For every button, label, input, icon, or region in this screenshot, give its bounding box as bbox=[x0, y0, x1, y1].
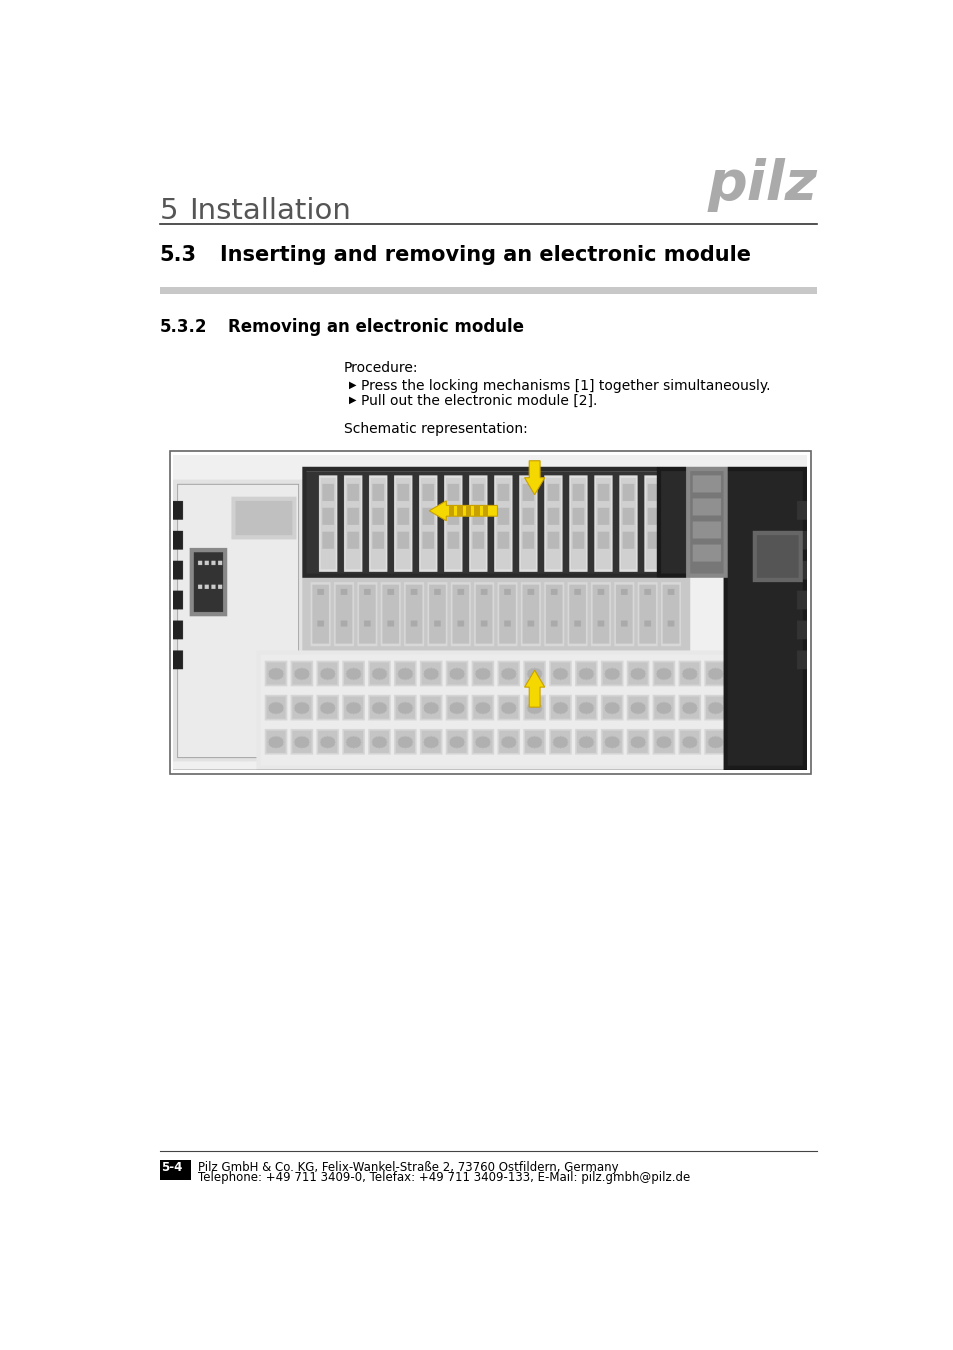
Bar bbox=[159, 1160, 191, 1180]
Bar bbox=[465, 505, 471, 516]
Bar bbox=[159, 286, 816, 294]
Text: Press the locking mechanisms [1] together simultaneously.: Press the locking mechanisms [1] togethe… bbox=[360, 379, 770, 393]
Text: Pilz GmbH & Co. KG, Felix-Wankel-Straße 2, 73760 Ostfildern, Germany: Pilz GmbH & Co. KG, Felix-Wankel-Straße … bbox=[198, 1161, 618, 1173]
Text: [1]: [1] bbox=[545, 466, 562, 478]
Text: ▶: ▶ bbox=[349, 379, 356, 390]
Text: [1]: [1] bbox=[546, 679, 564, 693]
Text: Telephone: +49 711 3409-0, Telefax: +49 711 3409-133, E-Mail: pilz.gmbh@pilz.de: Telephone: +49 711 3409-0, Telefax: +49 … bbox=[198, 1172, 690, 1184]
Text: Inserting and removing an electronic module: Inserting and removing an electronic mod… bbox=[220, 246, 750, 265]
Text: [2]: [2] bbox=[449, 482, 467, 495]
Text: 5.3.2: 5.3.2 bbox=[159, 317, 207, 336]
Text: 5.3: 5.3 bbox=[159, 246, 196, 265]
Bar bbox=[448, 505, 454, 516]
Bar bbox=[474, 505, 479, 516]
Text: 5-4: 5-4 bbox=[161, 1161, 182, 1174]
Bar bbox=[482, 505, 488, 516]
Text: Pull out the electronic module [2].: Pull out the electronic module [2]. bbox=[360, 394, 597, 408]
Bar bbox=[170, 451, 810, 774]
Text: 5: 5 bbox=[159, 197, 178, 224]
FancyArrow shape bbox=[429, 501, 497, 521]
FancyArrow shape bbox=[524, 670, 544, 707]
Text: ▶: ▶ bbox=[349, 394, 356, 405]
Text: Procedure:: Procedure: bbox=[344, 360, 418, 375]
Text: Installation: Installation bbox=[189, 197, 351, 224]
FancyArrow shape bbox=[524, 460, 544, 494]
Text: Schematic representation:: Schematic representation: bbox=[344, 423, 527, 436]
Bar bbox=[456, 505, 462, 516]
Text: Removing an electronic module: Removing an electronic module bbox=[228, 317, 523, 336]
